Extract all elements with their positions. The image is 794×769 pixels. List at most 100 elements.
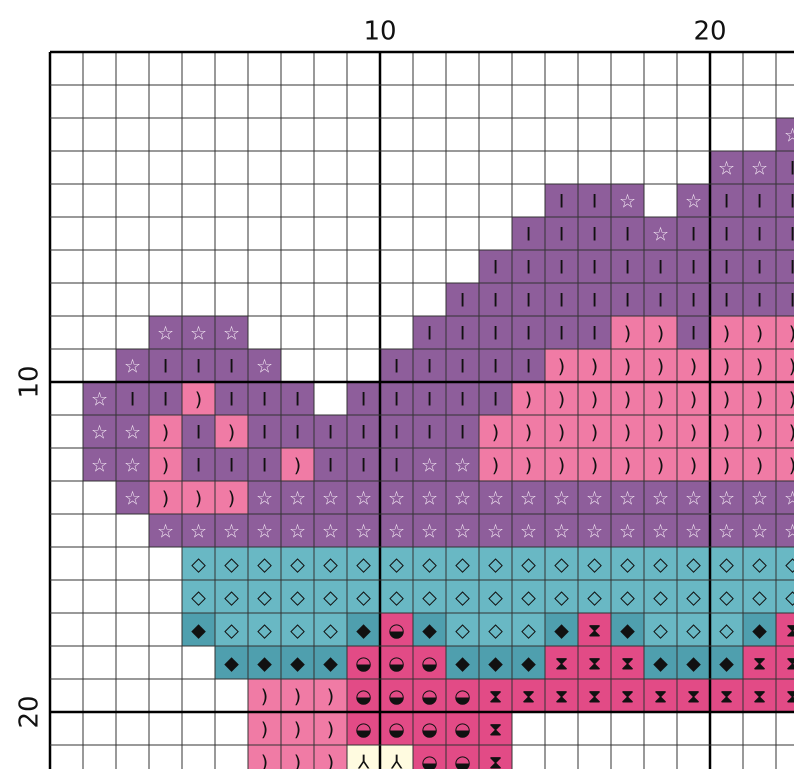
- stitch-symbol: ◇: [422, 587, 437, 609]
- stitch-symbol: ◆: [521, 653, 536, 675]
- stitch-cell: [380, 679, 413, 712]
- stitch-symbol: ☆: [322, 521, 339, 543]
- stitch-symbol: ): [657, 356, 664, 378]
- stitch-symbol: I: [790, 224, 794, 246]
- stitch-symbol: I: [394, 455, 400, 477]
- stitch-cell: [347, 415, 380, 448]
- stitch-symbol: ☆: [91, 389, 108, 411]
- stitch-cell: [512, 382, 545, 415]
- stitch-cell: [182, 415, 215, 448]
- stitch-symbol: ◇: [356, 587, 371, 609]
- stitch-symbol: ◇: [785, 554, 794, 576]
- stitch-symbol: ⧗: [588, 620, 601, 642]
- stitch-symbol: I: [757, 257, 763, 279]
- stitch-cell: [281, 382, 314, 415]
- stitch-symbol: ☆: [751, 521, 768, 543]
- stitch-symbol: ◇: [290, 620, 305, 642]
- stitch-cell: [578, 514, 611, 547]
- stitch-symbol: ☆: [784, 125, 794, 147]
- stitch-symbol: I: [625, 224, 631, 246]
- stitch-symbol: ☆: [553, 521, 570, 543]
- stitch-cell: [446, 646, 479, 679]
- stitch-cell: [248, 514, 281, 547]
- stitch-symbol: ☆: [223, 521, 240, 543]
- stitch-symbol: ☆: [421, 521, 438, 543]
- stitch-symbol: ◇: [191, 554, 206, 576]
- stitch-symbol: ): [624, 356, 631, 378]
- stitch-symbol: ): [690, 422, 697, 444]
- stitch-cell: [644, 514, 677, 547]
- stitch-cell: [710, 184, 743, 217]
- stitch-symbol: I: [262, 455, 268, 477]
- stitch-symbol: ☆: [718, 488, 735, 510]
- stitch-symbol: ☆: [520, 488, 537, 510]
- stitch-symbol: ◆: [653, 653, 668, 675]
- stitch-symbol: I: [229, 356, 235, 378]
- stitch-cell: [479, 283, 512, 316]
- stitch-symbol: ): [525, 455, 532, 477]
- stitch-cell: [446, 382, 479, 415]
- stitch-symbol: I: [460, 389, 466, 411]
- stitch-cell: [413, 580, 446, 613]
- stitch-cell: [644, 448, 677, 481]
- stitch-symbol: ◒: [388, 620, 405, 642]
- stitch-symbol: ◇: [323, 587, 338, 609]
- stitch-symbol: ◆: [323, 653, 338, 675]
- stitch-symbol: ◇: [257, 554, 272, 576]
- stitch-cell: [512, 613, 545, 646]
- stitch-symbol: ): [624, 455, 631, 477]
- row-number: 20: [15, 695, 45, 728]
- stitch-symbol: ◇: [554, 554, 569, 576]
- stitch-cell: [776, 646, 794, 679]
- stitch-cell: [380, 448, 413, 481]
- stitch-symbol: ): [789, 356, 794, 378]
- stitch-cell: [743, 481, 776, 514]
- stitch-symbol: ): [558, 422, 565, 444]
- stitch-symbol: ◇: [686, 620, 701, 642]
- stitch-cell: [644, 679, 677, 712]
- stitch-cell: [545, 382, 578, 415]
- stitch-symbol: ): [294, 686, 301, 708]
- stitch-symbol: ☆: [355, 488, 372, 510]
- stitch-symbol: ◒: [421, 719, 438, 741]
- stitch-cell: [413, 745, 446, 769]
- stitch-symbol: ⧗: [786, 620, 794, 642]
- stitch-symbol: I: [757, 191, 763, 213]
- stitch-symbol: ): [525, 389, 532, 411]
- stitch-symbol: I: [394, 389, 400, 411]
- stitch-cell: [413, 382, 446, 415]
- stitch-cell: [710, 613, 743, 646]
- stitch-cell: [149, 415, 182, 448]
- stitch-symbol: I: [559, 290, 565, 312]
- stitch-symbol: ◇: [257, 587, 272, 609]
- stitch-symbol: ☆: [619, 488, 636, 510]
- stitch-cell: [314, 646, 347, 679]
- stitch-cell: [710, 316, 743, 349]
- stitch-cell: [248, 547, 281, 580]
- stitch-cell: [611, 580, 644, 613]
- stitch-cell: [182, 514, 215, 547]
- stitch-symbol: ☆: [223, 323, 240, 345]
- stitch-symbol: I: [625, 257, 631, 279]
- stitch-cell: [215, 349, 248, 382]
- stitch-cell: [248, 415, 281, 448]
- stitch-cell: [743, 151, 776, 184]
- stitch-symbol: I: [724, 191, 730, 213]
- stitch-cell: [611, 646, 644, 679]
- stitch-symbol: I: [691, 290, 697, 312]
- stitch-cell: [248, 712, 281, 745]
- stitch-symbol: ): [789, 422, 794, 444]
- stitch-cell: [248, 382, 281, 415]
- stitch-cell: [611, 349, 644, 382]
- stitch-cell: [644, 250, 677, 283]
- stitch-symbol: ): [624, 389, 631, 411]
- stitch-cell: [644, 283, 677, 316]
- stitch-cell: [644, 382, 677, 415]
- stitch-cell: [776, 250, 794, 283]
- stitch-cell: [611, 250, 644, 283]
- stitch-cell: [413, 448, 446, 481]
- stitch-cell: [545, 580, 578, 613]
- stitch-symbol: I: [493, 290, 499, 312]
- stitch-cell: [347, 547, 380, 580]
